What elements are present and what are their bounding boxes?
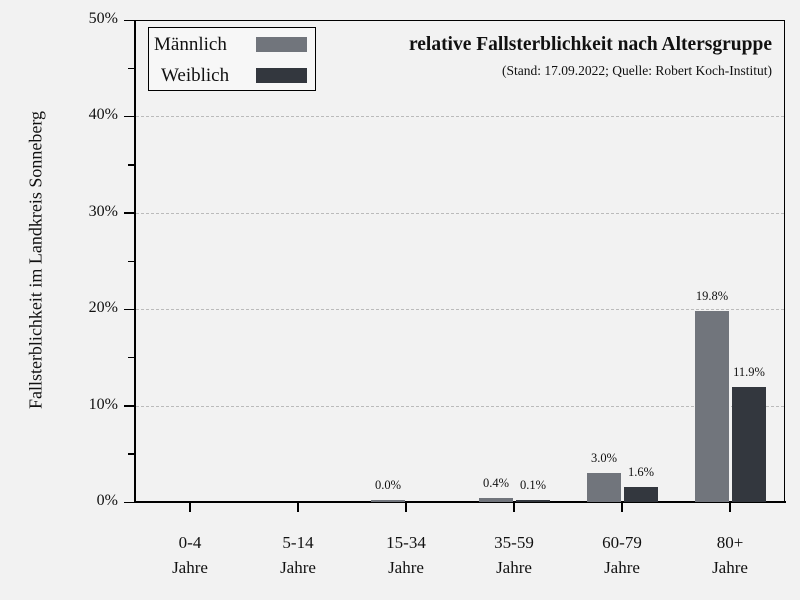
y-tick-label: 40% bbox=[88, 106, 118, 124]
y-tick-minor bbox=[128, 260, 135, 262]
legend-label-female: Weiblich bbox=[161, 65, 230, 86]
x-tick-label: 60-79 Jahre bbox=[602, 533, 642, 577]
y-tick-label: 50% bbox=[88, 10, 118, 27]
gridline bbox=[136, 309, 784, 311]
bar-männlich bbox=[695, 311, 729, 502]
bar-value-label: 0.1% bbox=[519, 478, 547, 492]
x-tick-label: 80+ Jahre bbox=[712, 533, 748, 577]
y-tick-major bbox=[124, 212, 135, 214]
bar-weiblich bbox=[516, 500, 550, 502]
bar-value-label: 19.8% bbox=[695, 289, 729, 304]
y-tick-minor bbox=[128, 356, 135, 359]
x-tick bbox=[189, 502, 191, 512]
y-tick-label: 30% bbox=[88, 202, 118, 220]
y-tick-minor bbox=[128, 164, 135, 166]
y-tick-major bbox=[124, 308, 135, 311]
x-tick bbox=[729, 502, 731, 512]
bar-value-label: 11.9% bbox=[733, 365, 765, 380]
gridline bbox=[136, 116, 784, 118]
plot-area bbox=[135, 20, 785, 502]
x-tick bbox=[297, 502, 299, 512]
legend: Männlich Weiblich bbox=[148, 27, 316, 91]
chart-subtitle: (Stand: 17.09.2022; Quelle: Robert Koch-… bbox=[502, 63, 772, 78]
y-tick-label: 10% bbox=[88, 395, 118, 413]
x-tick bbox=[513, 502, 515, 512]
bar-value-label: 0.4% bbox=[482, 476, 510, 491]
bar-weiblich bbox=[732, 387, 766, 502]
y-axis-title: Fallsterblichkeit im Landkreis Sonneberg bbox=[25, 110, 46, 410]
y-tick-major bbox=[124, 115, 135, 118]
x-tick-label: 5-14 Jahre bbox=[280, 533, 316, 577]
x-tick bbox=[621, 502, 623, 512]
bar-männlich bbox=[587, 473, 621, 502]
y-tick-major bbox=[124, 405, 135, 407]
legend-swatch-male bbox=[256, 37, 307, 52]
x-tick-label: 0-4 Jahre bbox=[172, 533, 208, 577]
chart-title: relative Fallsterblichkeit nach Altersgr… bbox=[408, 34, 772, 55]
bar-weiblich bbox=[624, 486, 658, 502]
bar-männlich bbox=[371, 500, 405, 502]
bar-value-label: 1.6% bbox=[627, 464, 655, 479]
bar-value-label: 3.0% bbox=[590, 451, 618, 466]
gridline bbox=[136, 212, 784, 214]
legend-label-male: Männlich bbox=[154, 34, 227, 55]
bar-männlich bbox=[479, 498, 513, 502]
y-tick-minor bbox=[128, 67, 135, 70]
x-tick-label: 15-34 Jahre bbox=[386, 533, 426, 577]
x-tick-label: 35-59 Jahre bbox=[494, 533, 534, 577]
y-tick-label: 0% bbox=[96, 492, 118, 509]
bar-value-label: 0.0% bbox=[374, 478, 402, 492]
y-tick-minor bbox=[128, 453, 135, 455]
y-tick-label: 20% bbox=[88, 299, 118, 317]
y-tick-major bbox=[124, 19, 135, 21]
legend-swatch-female bbox=[256, 68, 307, 83]
x-axis-line bbox=[134, 501, 786, 503]
x-tick bbox=[405, 502, 407, 512]
gridline bbox=[136, 405, 784, 407]
y-tick-major bbox=[124, 501, 135, 503]
